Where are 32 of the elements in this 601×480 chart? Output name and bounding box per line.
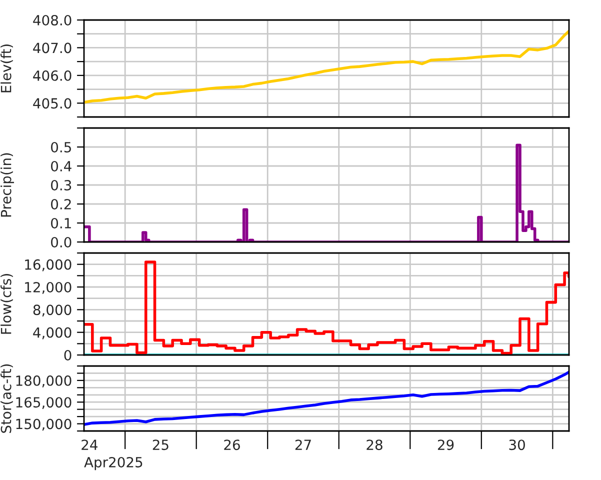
- x-tick-label: 30: [509, 440, 525, 450]
- x-axis-title: Apr2025: [84, 456, 142, 470]
- y-tick-label: 0.4: [51, 160, 72, 172]
- x-tick-label: 27: [295, 440, 311, 450]
- y-tick-label: 0.2: [51, 198, 71, 210]
- y-tick-label: 8,000: [33, 304, 72, 317]
- y-tick-label: 16,000: [25, 259, 72, 272]
- x-tick-label: 28: [366, 440, 382, 450]
- y-tick-label: 0: [64, 350, 72, 360]
- y-tick-label: 406.0: [33, 70, 72, 81]
- line-series: [84, 30, 569, 104]
- y-tick-label: 4,000: [33, 327, 72, 340]
- y-tick-label: 0.5: [51, 142, 71, 152]
- y-axis-title: Flow(cfs): [0, 274, 13, 334]
- y-axis-title: Elev(ft): [0, 44, 13, 92]
- y-tick-label: 165,000: [16, 397, 72, 409]
- y-tick-label: 180,000: [16, 375, 72, 388]
- y-axis-title: Precip(in): [0, 153, 14, 217]
- y-tick-label: 407.0: [33, 42, 72, 54]
- x-tick-label: 29: [438, 440, 454, 450]
- y-tick-label: 408.0: [33, 14, 72, 26]
- x-tick-label: 24: [82, 440, 98, 450]
- y-tick-label: 0.0: [51, 236, 72, 248]
- y-tick-label: 0.1: [51, 218, 71, 228]
- line-series: [84, 370, 569, 426]
- y-tick-label: 12,000: [25, 282, 72, 294]
- y-axis-title: Stor(ac-ft): [0, 364, 13, 433]
- y-tick-label: 405.0: [33, 98, 72, 109]
- x-tick-label: 26: [224, 440, 240, 450]
- x-tick-label: 25: [152, 440, 168, 450]
- y-tick-label: 0.3: [51, 180, 72, 190]
- y-tick-label: 150,000: [16, 418, 72, 431]
